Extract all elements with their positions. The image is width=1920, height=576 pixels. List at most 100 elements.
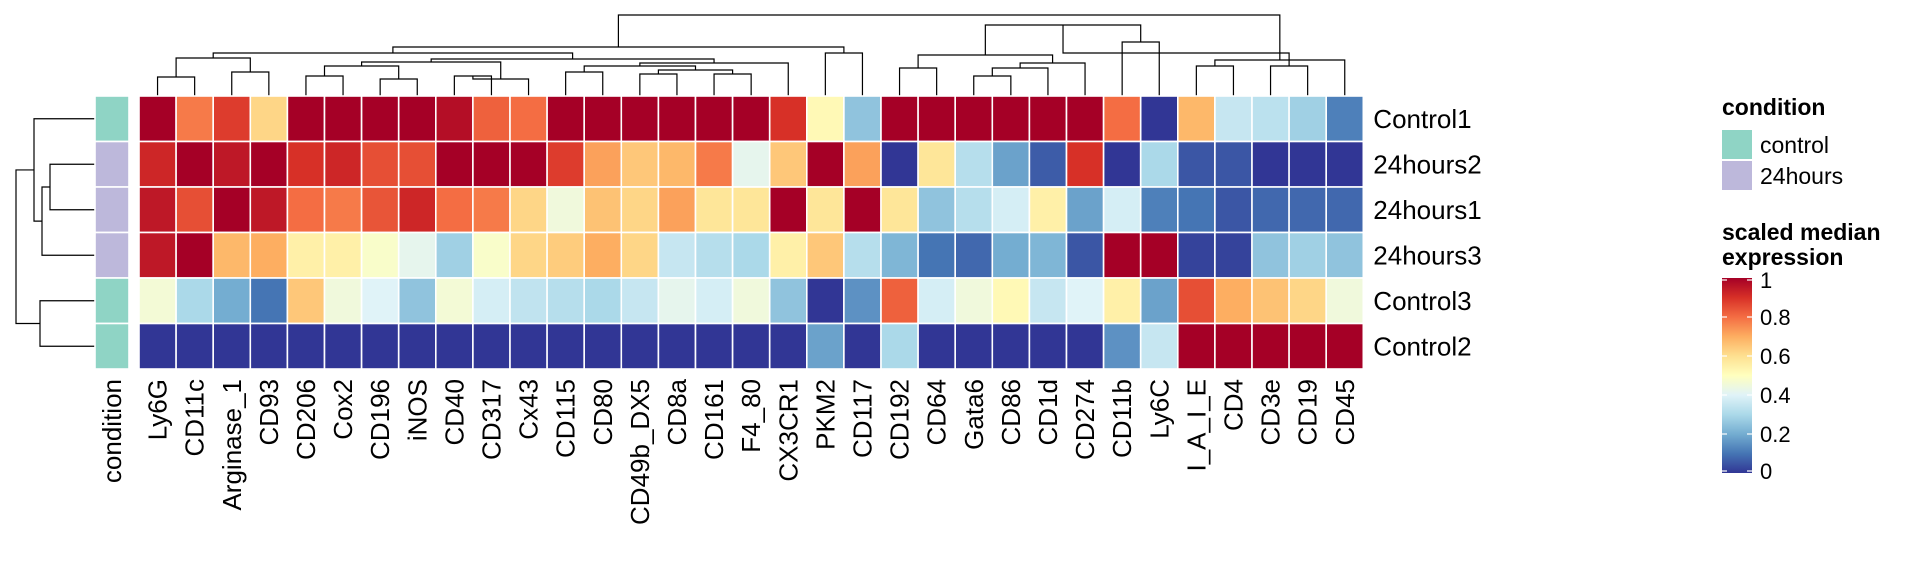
heatmap-cell-24hours3-PKM2 — [805, 231, 845, 279]
column-label-Ly6G: Ly6G — [143, 379, 173, 440]
heatmap-cell-Control3-CD8a — [657, 277, 697, 325]
heatmap-cell-Control1-CD8a — [657, 95, 697, 143]
heatmap-cell-Control2-I_A_I_E — [1177, 322, 1216, 370]
column-label-CD11c: CD11c — [180, 379, 210, 457]
column-dendrogram-branch — [305, 75, 344, 96]
heatmap-cell-Control2-CD80 — [583, 322, 623, 370]
heatmap-cell-Control2-F4_80 — [731, 322, 771, 370]
heatmap-cell-Control3-CD93 — [249, 277, 289, 325]
heatmap-cell-Control3-CD274 — [1065, 277, 1105, 325]
heatmap-cell-Control3-CX3CR1 — [768, 277, 808, 325]
legend-swatch-24hours — [1722, 161, 1752, 190]
heatmap-cell-Control2-CD161 — [694, 322, 734, 370]
heatmap-cell-Control2-Gata6 — [954, 322, 994, 370]
legend-tick-label: 0 — [1760, 459, 1772, 484]
heatmap-cell-24hours1-PKM2 — [805, 186, 845, 234]
column-dendrogram-branch — [898, 67, 938, 96]
column-label-Arginase_1: Arginase_1 — [217, 379, 247, 511]
row-label-24hours1: 24hours1 — [1373, 195, 1481, 225]
heatmap-cell-24hours3-CD1d — [1028, 231, 1068, 279]
heatmap-cell-Control1-Cox2 — [323, 95, 363, 143]
heatmap-cell-24hours1-CD45 — [1325, 186, 1365, 234]
heatmap-cell-24hours2-CX3CR1 — [768, 140, 808, 188]
row-dendrogram-branch — [15, 169, 40, 325]
row-labels: Control1 24hours2 24hours1 24hours3 Control3… — [1373, 104, 1481, 362]
heatmap-cell-Control2-CD196 — [360, 322, 400, 370]
column-dendrogram-branch — [1195, 65, 1235, 96]
heatmap-cell-Control1-CD80 — [583, 95, 623, 143]
heatmap-cell-Control3-CD4 — [1214, 277, 1253, 325]
legend-label-24hours: 24hours — [1760, 163, 1843, 189]
heatmap-cell-Control1-CD117 — [843, 95, 882, 143]
heatmap-cell-Control3-CD3e — [1251, 277, 1290, 325]
condition-cell-Control1 — [94, 95, 130, 143]
column-label-CD192: CD192 — [885, 379, 915, 460]
heatmap-cell-24hours1-CD1d — [1028, 186, 1068, 234]
heatmap-cell-24hours3-CD80 — [583, 231, 623, 279]
heatmap-cell-24hours2-CD40 — [434, 140, 474, 188]
heatmap-cell-24hours3-CD11b — [1102, 231, 1142, 279]
heatmap-cell-24hours1-CD317 — [472, 186, 511, 234]
column-label-CD206: CD206 — [291, 379, 321, 460]
heatmap-cell-24hours1-CD117 — [843, 186, 882, 234]
heatmap-cell-Control2-CD1d — [1028, 322, 1068, 370]
heatmap-cell-Control3-Gata6 — [954, 277, 994, 325]
legend-scale-title-line1: scaled median — [1722, 219, 1881, 245]
heatmap-cell-24hours2-CD11c — [175, 140, 215, 188]
heatmap-cell-Control1-CD93 — [249, 95, 289, 143]
heatmap-cell-24hours1-CD161 — [694, 186, 734, 234]
heatmap-cell-Control3-F4_80 — [731, 277, 771, 325]
column-dendrogram-branch — [175, 57, 251, 77]
heatmap-cell-Control2-CD64 — [917, 322, 956, 370]
heatmap-cell-24hours2-CD317 — [472, 140, 511, 188]
heatmap-cell-24hours3-Ly6G — [138, 231, 177, 279]
legend-tick-label: 1 — [1760, 268, 1772, 293]
heatmap-cell-24hours2-Arginase_1 — [212, 140, 252, 188]
heatmap-cell-24hours3-CD93 — [249, 231, 289, 279]
heatmap-cell-24hours2-CD161 — [694, 140, 734, 188]
column-label-CD196: CD196 — [365, 379, 395, 460]
heatmap-cell-Control3-CD196 — [360, 277, 400, 325]
heatmap-cell-Control3-iNOS — [397, 277, 437, 325]
column-dendrogram-branch — [713, 73, 752, 96]
column-dendrogram-branch — [1062, 25, 1290, 66]
heatmap-cell-24hours3-CD206 — [286, 231, 326, 279]
row-label-Control2: Control2 — [1373, 331, 1471, 361]
heatmap-cell-Control1-CD11c — [175, 95, 215, 143]
heatmap-cell-24hours3-CD317 — [472, 231, 511, 279]
heatmap-cell-Control2-CD115 — [546, 322, 585, 370]
heatmap-cell-24hours2-CD8a — [657, 140, 697, 188]
column-label-CD8a: CD8a — [662, 378, 692, 445]
heatmap-cell-Control2-Cox2 — [323, 322, 363, 370]
heatmap-cell-24hours3-CD3e — [1251, 231, 1290, 279]
heatmap-cell-24hours2-Cx43 — [509, 140, 548, 188]
column-label-CD11b: CD11b — [1107, 379, 1137, 458]
heatmap-cell-Control3-Cx43 — [509, 277, 548, 325]
heatmap-cell-24hours3-Ly6C — [1139, 231, 1179, 279]
column-dendrogram — [156, 14, 1346, 96]
legend-label-control: control — [1760, 132, 1829, 158]
column-dendrogram-branch — [991, 67, 1049, 96]
heatmap-cell-24hours2-CD115 — [546, 140, 585, 188]
heatmap-cell-24hours3-iNOS — [397, 231, 437, 279]
column-label-Cox2: Cox2 — [328, 379, 358, 440]
column-dendrogram-branch — [639, 73, 678, 96]
heatmap-cell-24hours3-Arginase_1 — [212, 231, 252, 279]
heatmap-cell-Control1-CD11b — [1102, 95, 1142, 143]
heatmap-cell-Control1-Gata6 — [954, 95, 994, 143]
heatmap-cell-24hours1-CD19 — [1288, 186, 1327, 234]
heatmap-cell-24hours2-CD86 — [991, 140, 1031, 188]
row-label-24hours2: 24hours2 — [1373, 149, 1481, 179]
heatmap-cell-24hours1-Ly6G — [138, 186, 177, 234]
heatmap-cell-24hours2-CD4 — [1214, 140, 1253, 188]
heatmap-cell-24hours3-CD161 — [694, 231, 734, 279]
column-dendrogram-branch — [824, 52, 864, 96]
heatmap-cell-Control2-CD317 — [472, 322, 511, 370]
heatmap-cell-24hours3-Cx43 — [509, 231, 548, 279]
row-dendrogram — [15, 118, 95, 347]
heatmap-cell-Control2-CD93 — [249, 322, 289, 370]
column-label-Gata6: Gata6 — [959, 379, 989, 450]
heatmap-cell-Control1-CD196 — [360, 95, 400, 143]
column-label-CD45: CD45 — [1330, 379, 1360, 445]
